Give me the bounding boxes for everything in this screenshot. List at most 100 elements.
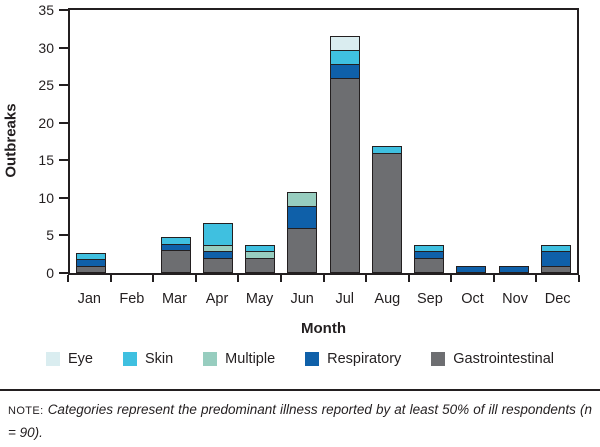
x-tick-mark (237, 275, 240, 282)
x-tick-mark (109, 275, 112, 282)
y-tick-mark (59, 159, 68, 162)
x-tick-label: Oct (461, 291, 484, 307)
bar-may (245, 244, 276, 273)
segment-gastrointestinal (76, 265, 107, 273)
legend-swatch-skin-icon (122, 352, 137, 366)
month-slot-jan (70, 10, 112, 273)
y-tick-label: 0 (46, 265, 54, 281)
bar-jun (287, 192, 318, 273)
y-tick-mark (59, 272, 68, 274)
segment-gastrointestinal (160, 250, 191, 273)
bar-mar (160, 237, 191, 273)
legend-label: Skin (144, 351, 174, 367)
plot-area (68, 8, 579, 275)
legend-entry-multiple: Multiple (203, 351, 275, 367)
y-tick-mark (59, 234, 68, 237)
y-tick-mark (59, 196, 68, 199)
legend-label: Gastrointestinal (453, 351, 555, 367)
month-slot-may (239, 10, 281, 273)
x-tick-mark (322, 275, 325, 282)
segment-skin (329, 49, 360, 65)
note-label: NOTE: (8, 405, 44, 417)
legend-swatch-multiple-icon (203, 352, 218, 366)
segment-multiple (287, 192, 318, 208)
bar-group (70, 10, 577, 273)
month-slot-dec (535, 10, 577, 273)
x-tick-label: Jan (77, 291, 101, 307)
month-slot-apr (197, 10, 239, 273)
segment-eye (329, 35, 360, 51)
bar-oct (456, 265, 487, 273)
x-tick-mark (535, 275, 538, 282)
month-slot-mar (155, 10, 197, 273)
legend-label: Multiple (225, 351, 276, 367)
bar-sep (414, 244, 445, 273)
divider-rule (0, 389, 600, 391)
x-tick-label: Sep (417, 291, 443, 307)
x-tick-mark (365, 275, 368, 282)
x-tick-mark (67, 275, 69, 282)
bar-jul (329, 35, 360, 273)
x-tick-mark (407, 275, 410, 282)
legend-label: Eye (67, 351, 93, 367)
month-slot-jul (324, 10, 366, 273)
segment-gastrointestinal (371, 152, 402, 273)
segment-skin (202, 223, 233, 246)
segment-respiratory (329, 63, 360, 79)
x-tick-label: Jun (290, 291, 314, 307)
x-tick-label: Jul (335, 291, 355, 307)
x-tick-mark (152, 275, 155, 282)
x-axis-labels: Jan Feb Mar Apr May Jun Jul Aug Sep Oct Nov Dec (68, 291, 579, 307)
month-slot-nov (493, 10, 535, 273)
legend: Eye Skin Multiple Respiratory Gastrointestin… (0, 351, 600, 367)
x-tick-label: Dec (544, 291, 571, 307)
month-slot-jun (281, 10, 323, 273)
segment-respiratory (540, 251, 571, 267)
segment-gastrointestinal (329, 77, 360, 273)
x-tick-label: Mar (161, 291, 187, 307)
legend-swatch-respiratory-icon (305, 352, 320, 366)
y-tick-label: 20 (38, 114, 54, 131)
x-tick-label: Apr (205, 291, 229, 307)
y-tick-mark (59, 121, 68, 124)
x-tick-mark (578, 275, 580, 282)
month-slot-aug (366, 10, 408, 273)
y-tick-label: 15 (38, 152, 54, 169)
segment-respiratory (498, 265, 529, 273)
y-tick-mark (59, 46, 68, 49)
legend-entry-respiratory: Respiratory (305, 351, 401, 367)
bar-apr (202, 223, 233, 273)
x-axis-title: Month (301, 320, 346, 337)
x-tick-mark (492, 275, 495, 282)
bar-dec (540, 244, 571, 273)
segment-gastrointestinal (540, 265, 571, 273)
x-tick-label: Nov (502, 291, 528, 307)
note-text: Categories represent the predominant ill… (8, 402, 592, 440)
segment-gastrointestinal (287, 227, 318, 273)
segment-gastrointestinal (202, 257, 233, 273)
x-tick-mark (279, 275, 282, 282)
segment-gastrointestinal (245, 257, 276, 273)
x-tick-label: Aug (374, 291, 401, 307)
month-slot-sep (408, 10, 450, 273)
y-tick-label: 35 (38, 2, 54, 18)
bar-aug (371, 146, 402, 273)
month-slot-oct (450, 10, 492, 273)
note: NOTE: Categories represent the predomina… (8, 399, 592, 443)
y-tick-mark (59, 84, 68, 87)
y-axis-title: Outbreaks (2, 103, 20, 178)
legend-swatch-eye-icon (45, 352, 60, 366)
bar-nov (498, 265, 529, 273)
x-tick-mark (450, 275, 453, 282)
legend-entry-gastrointestinal: Gastrointestinal (431, 351, 554, 367)
y-tick-label: 5 (46, 227, 54, 244)
bar-jan (76, 252, 107, 273)
legend-swatch-gastrointestinal-icon (431, 352, 446, 366)
y-tick-label: 30 (38, 39, 54, 56)
month-slot-feb (112, 10, 154, 273)
segment-respiratory (287, 206, 318, 229)
x-tick-label: Feb (119, 291, 145, 307)
legend-label: Respiratory (327, 351, 402, 367)
y-tick-mark (59, 9, 68, 11)
